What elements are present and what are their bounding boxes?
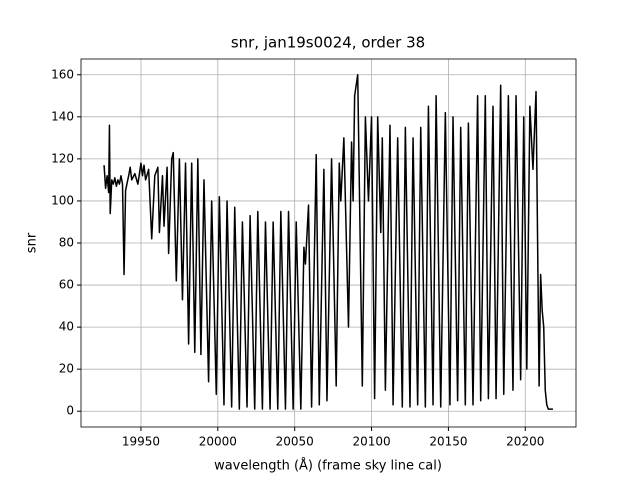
y-tick-label: 100 <box>51 193 74 207</box>
y-axis-label: snr <box>25 232 40 253</box>
y-tick-label: 20 <box>59 362 74 376</box>
line-series <box>103 74 553 410</box>
y-tick-label: 40 <box>59 320 74 334</box>
y-tick-label: 0 <box>66 404 74 418</box>
y-tick-label: 160 <box>51 67 74 81</box>
chart-title: snr, jan19s0024, order 38 <box>231 34 425 52</box>
plot-frame <box>80 58 577 428</box>
x-tick-label: 20200 <box>506 435 544 449</box>
x-tick-label: 20150 <box>429 435 467 449</box>
x-axis-label: wavelength (Å) (frame sky line cal) <box>214 458 442 474</box>
x-tick-label: 20000 <box>199 435 237 449</box>
y-tick-label: 140 <box>51 109 74 123</box>
y-tick-label: 60 <box>59 278 74 292</box>
x-tick-label: 20100 <box>352 435 390 449</box>
y-tick-label: 80 <box>59 236 74 250</box>
x-tick-label: 20050 <box>276 435 314 449</box>
y-tick-label: 120 <box>51 151 74 165</box>
x-tick-label: 19950 <box>122 435 160 449</box>
